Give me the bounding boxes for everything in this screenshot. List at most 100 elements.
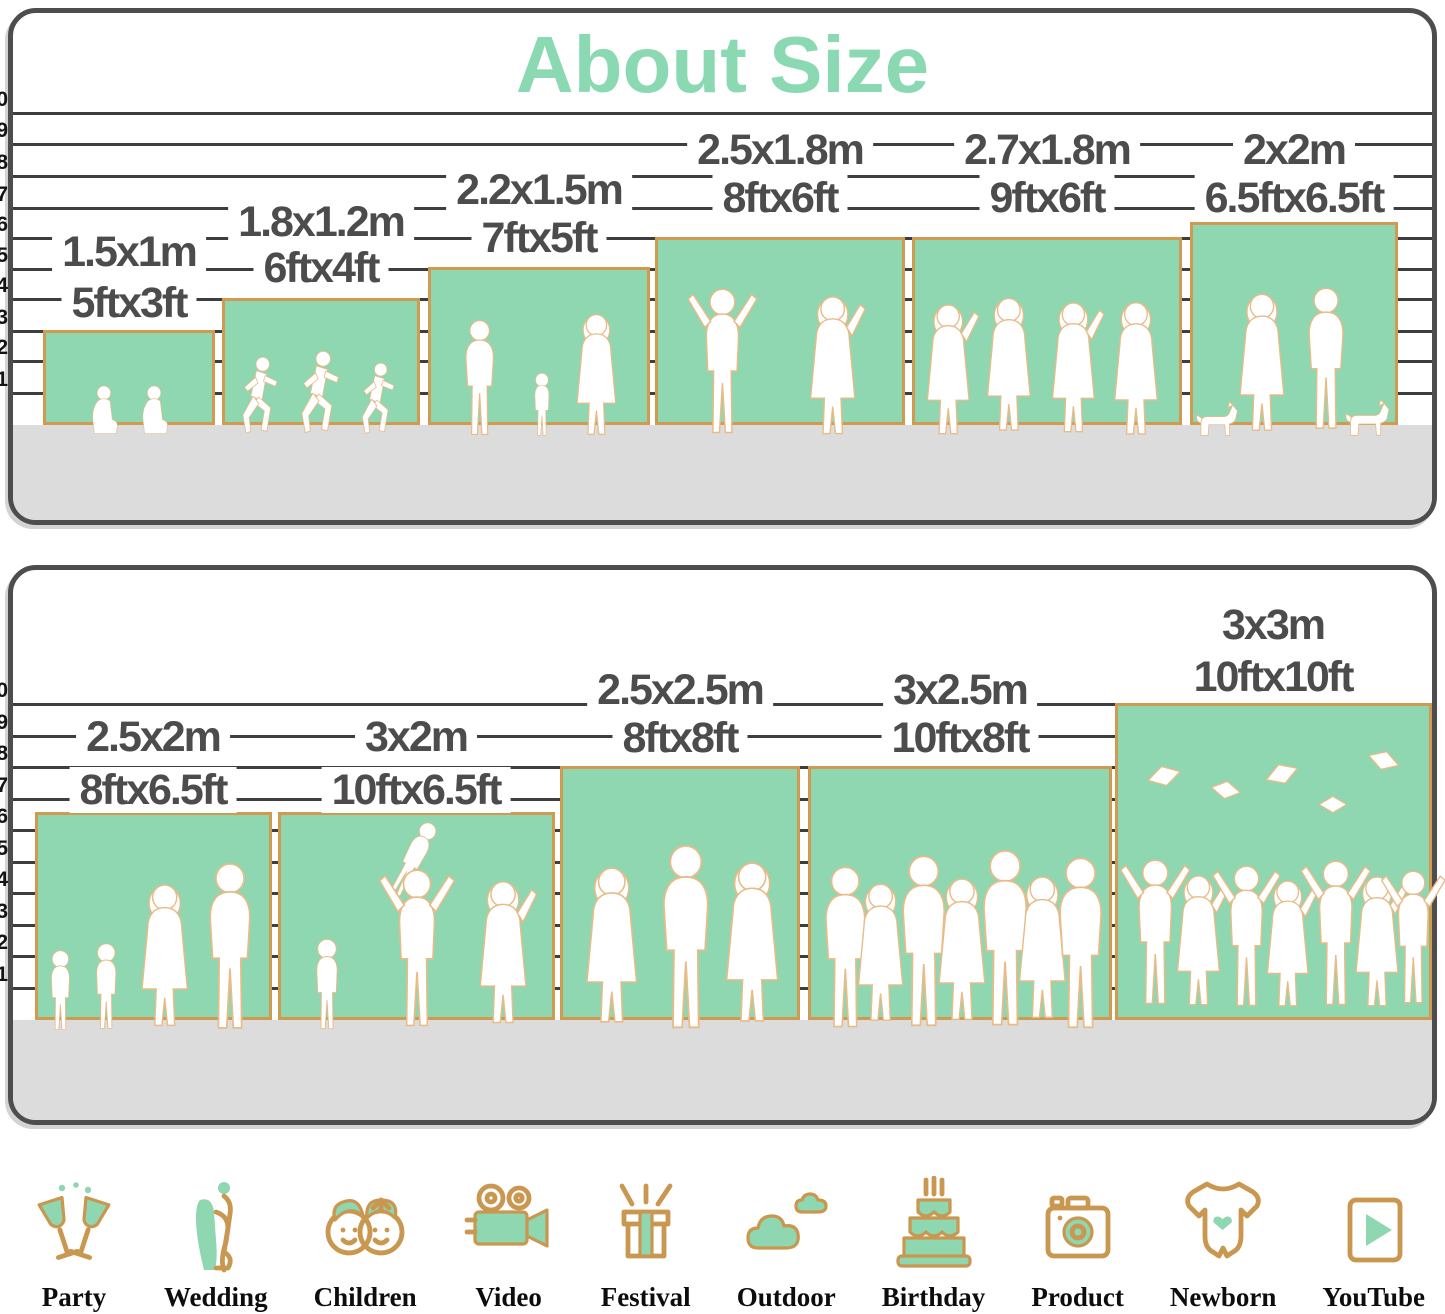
size-label-metric: 2.5x2.5m [587, 667, 773, 713]
children-faces-icon [325, 1197, 405, 1256]
category-label: Birthday [881, 1282, 986, 1312]
size-label-imperial: 8ftx8ft [612, 715, 748, 761]
silhouette-couple-with-dogs [1196, 287, 1390, 436]
category-product: Product [1031, 1184, 1124, 1313]
axis-tick: 6 [0, 213, 8, 236]
silhouette-graduation-crowd [1119, 746, 1445, 1007]
silhouette-family-holding-hands [465, 314, 617, 436]
backdrop-7ftx5ft [428, 267, 650, 436]
ground [13, 425, 1432, 520]
size-panel-horizontal: About Size 10 9 8 7 6 5 4 3 2 1 [0, 8, 1437, 525]
category-label: Newborn [1169, 1282, 1277, 1312]
youtube-play-icon [1347, 1197, 1403, 1263]
backdrop-10ftx6.5ft [278, 812, 555, 1030]
axis-tick: 8 [0, 742, 8, 765]
category-youtube: YouTube [1322, 1184, 1425, 1313]
axis-tick: 3 [0, 306, 8, 329]
category-party: Party [30, 1180, 118, 1313]
axis-tick: 5 [0, 244, 8, 267]
axis-tick: 8 [0, 151, 8, 174]
axis-tick: 10 [0, 88, 8, 111]
axis-tick: 2 [0, 931, 8, 954]
newborn-onesie-icon [1185, 1181, 1261, 1259]
axis-tick: 7 [0, 183, 8, 206]
backdrop-5ftx3ft [43, 330, 215, 434]
page-title: About Size [515, 20, 930, 109]
silhouette-parents-lifting-child [316, 819, 538, 1030]
silhouette-children-reading [92, 385, 169, 434]
axis-tick: 4 [0, 868, 8, 891]
outdoor-clouds-icon [746, 1192, 828, 1250]
category-outdoor: Outdoor [737, 1180, 836, 1313]
axis-tick: 1 [0, 963, 8, 986]
silhouette-family-of-four [50, 863, 251, 1031]
silhouette-kids-running [242, 350, 395, 434]
party-glasses-icon [37, 1182, 111, 1260]
axis-tick: 4 [0, 274, 8, 297]
size-label-imperial: 8ftx6.5ft [69, 767, 237, 813]
wedding-couple-icon [195, 1182, 233, 1273]
category-label: Outdoor [736, 1282, 836, 1312]
gridline-10 [13, 112, 1432, 115]
size-label-imperial: 9ftx6ft [979, 175, 1115, 221]
birthday-cake-icon [895, 1176, 972, 1268]
video-camera-icon [464, 1183, 549, 1248]
size-label-imperial: 10ftx6.5ft [321, 767, 511, 813]
size-label-imperial: 5ftx3ft [61, 280, 197, 326]
size-label-metric: 2.7x1.8m [954, 127, 1140, 173]
size-label-metric: 2.2x1.5m [446, 167, 632, 213]
axis-tick: 5 [0, 837, 8, 860]
size-label-metric: 1.8x1.2m [228, 199, 414, 245]
category-video: Video [463, 1180, 555, 1313]
size-label-imperial: 8ftx6ft [712, 175, 848, 221]
backdrop-10ftx10ft [1115, 703, 1445, 1020]
size-label-metric: 1.5x1m [52, 229, 206, 275]
category-row: Party Wedding Children [30, 1163, 1425, 1313]
category-label: Product [1031, 1282, 1124, 1312]
category-label: Video [475, 1282, 542, 1312]
size-label-metric: 2x2m [1233, 127, 1355, 173]
axis-tick: 2 [0, 336, 8, 359]
category-label: Children [313, 1282, 417, 1312]
silhouette-group-of-people [825, 849, 1103, 1029]
category-wedding: Wedding [164, 1180, 268, 1313]
size-label-metric: 3x3m [1212, 602, 1334, 648]
size-label-metric: 2.5x2m [76, 714, 230, 760]
festival-gift-icon [619, 1183, 673, 1259]
axis-tick: 9 [0, 119, 8, 142]
ground [13, 1020, 1432, 1120]
category-birthday: Birthday [881, 1176, 986, 1313]
size-label-metric: 2.5x1.8m [687, 127, 873, 173]
product-camera-icon [1045, 1195, 1110, 1259]
axis-tick: 7 [0, 774, 8, 797]
silhouette-dancing-women [926, 297, 1158, 435]
backdrop-10ftx8ft [808, 766, 1112, 1029]
axis-tick: 3 [0, 900, 8, 923]
category-children: Children [314, 1180, 417, 1313]
size-panel-square: 10 9 8 7 6 5 4 3 2 1 [0, 565, 1445, 1125]
silhouette-wedding-couple [687, 288, 866, 435]
backdrop-6ftx4ft [222, 298, 420, 434]
category-label: YouTube [1322, 1282, 1425, 1312]
category-festival: Festival [601, 1180, 691, 1313]
size-label-imperial: 6.5ftx6.5ft [1194, 175, 1394, 221]
size-label-metric: 3x2m [355, 714, 477, 760]
backdrop-8ftx8ft [560, 766, 800, 1029]
axis-tick: 1 [0, 368, 8, 391]
backdrop-6.5ftx6.5ft [1190, 222, 1398, 436]
size-label-imperial: 7ftx5ft [471, 215, 607, 261]
size-label-imperial: 10ftx8ft [881, 715, 1039, 761]
category-label: Wedding [164, 1282, 268, 1312]
backdrop-8ftx6.5ft [35, 812, 272, 1031]
axis-tick: 9 [0, 711, 8, 734]
axis-tick: 6 [0, 805, 8, 828]
category-label: Festival [600, 1282, 691, 1312]
category-newborn: Newborn [1169, 1176, 1277, 1313]
size-label-imperial: 10ftx10ft [1183, 654, 1363, 700]
backdrop-8ftx6ft [655, 237, 905, 435]
category-label: Party [41, 1282, 107, 1312]
silhouette-three-adults [586, 845, 779, 1029]
size-label-metric: 3x2.5m [883, 667, 1037, 713]
size-label-imperial: 6ftx4ft [253, 245, 389, 291]
